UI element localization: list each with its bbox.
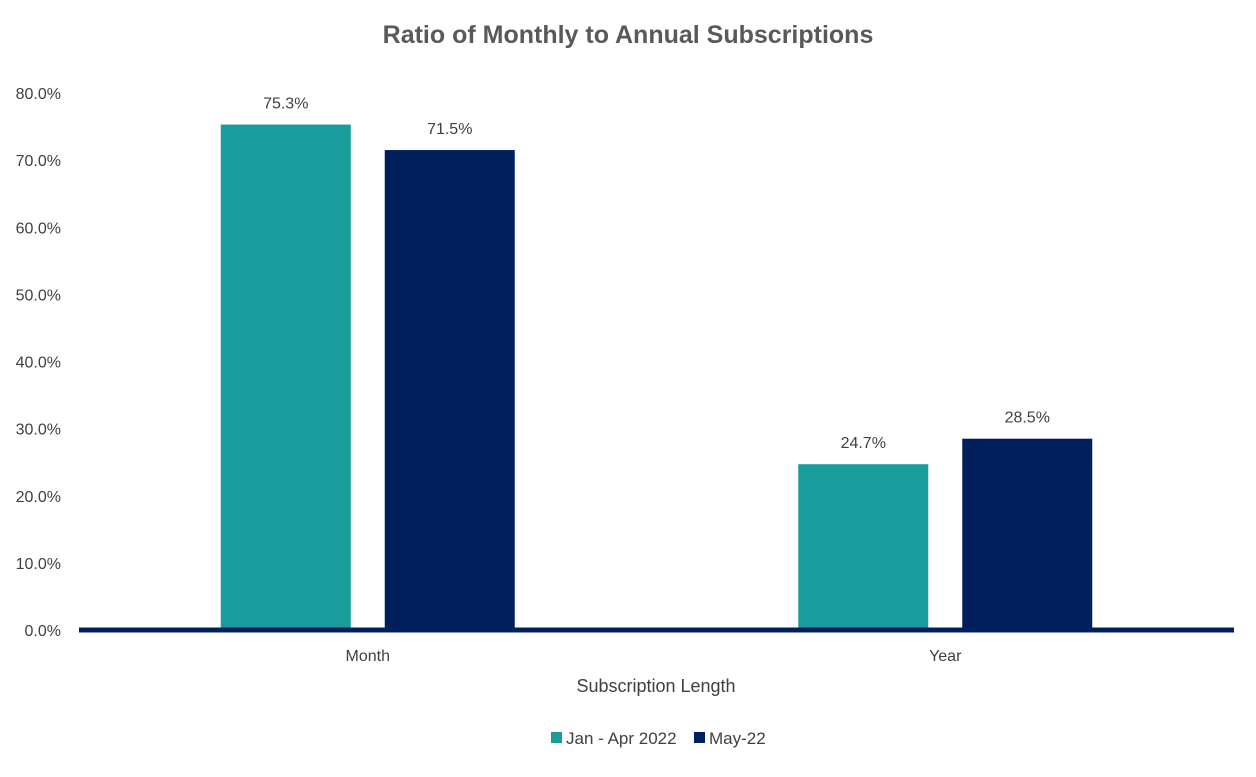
legend-swatch (694, 732, 705, 743)
bar-year-series-2 (962, 438, 1093, 630)
y-tick-label: 20.0% (16, 489, 61, 506)
y-tick-label: 10.0% (16, 556, 61, 573)
data-label: 75.3% (263, 96, 308, 113)
x-axis-title: Subscription Length (576, 676, 735, 696)
y-tick-label: 80.0% (16, 86, 61, 103)
legend-swatch (551, 732, 562, 743)
y-tick-label: 40.0% (16, 355, 61, 372)
chart-title: Ratio of Monthly to Annual Subscriptions (383, 21, 874, 49)
x-tick-label: Year (929, 648, 962, 665)
legend-label: May-22 (709, 729, 766, 748)
data-label: 28.5% (1005, 410, 1050, 427)
bar-year-series-1 (798, 464, 929, 630)
y-tick-label: 0.0% (25, 623, 61, 640)
y-axis-ticks: 0.0% 10.0% 20.0% 30.0% 40.0% 50.0% 60.0% 70.0% 8… (16, 86, 61, 640)
legend-label: Jan - Apr 2022 (566, 729, 677, 748)
y-tick-label: 30.0% (16, 422, 61, 439)
y-tick-label: 70.0% (16, 153, 61, 170)
x-axis-ticks: Month Year (346, 648, 963, 665)
legend: Jan - Apr 2022 May-22 (551, 729, 766, 748)
y-tick-label: 60.0% (16, 220, 61, 237)
data-labels-group: 75.3% 71.5% 24.7% 28.5% (263, 96, 1050, 453)
data-label: 24.7% (841, 435, 886, 452)
data-label: 71.5% (427, 121, 472, 138)
bar-month-series-1 (220, 124, 351, 630)
x-tick-label: Month (346, 648, 390, 665)
y-tick-label: 50.0% (16, 287, 61, 304)
bars-group (220, 124, 1093, 630)
bar-month-series-2 (384, 150, 515, 630)
